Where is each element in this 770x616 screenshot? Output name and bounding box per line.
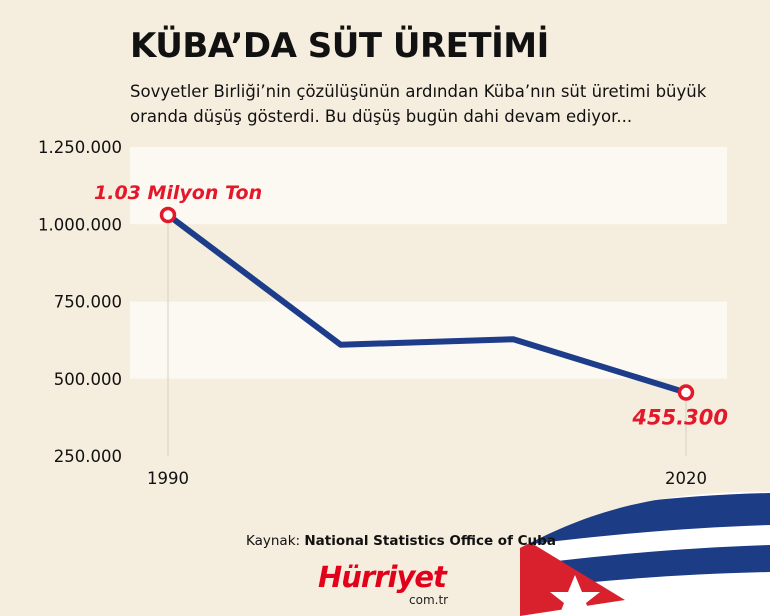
y-tick-label: 1.000.000 — [38, 215, 122, 234]
series-line — [165, 211, 689, 396]
chart-title: KÜBA’DA SÜT ÜRETİMİ — [130, 26, 549, 66]
source-name: National Statistics Office of Cuba — [304, 533, 556, 549]
grid-band — [130, 147, 727, 225]
x-tick-label: 1990 — [147, 469, 189, 488]
annotations: 1.03 Milyon Ton 455.300 — [94, 182, 728, 430]
data-label: 1.03 Milyon Ton — [94, 182, 262, 204]
background-bands — [130, 147, 727, 379]
data-series — [165, 211, 689, 396]
hurriyet-logo: Hürriyet — [318, 560, 447, 594]
y-tick-label: 500.000 — [54, 370, 122, 389]
source-note: Kaynak: National Statistics Office of Cu… — [246, 533, 556, 549]
logo-domain: com.tr — [409, 593, 449, 607]
y-tick-label: 250.000 — [54, 447, 122, 466]
y-axis-ticks: 250.000 500.000 750.000 1.000.000 1.250.000 — [38, 138, 122, 466]
source-prefix: Kaynak: — [246, 533, 301, 549]
y-tick-label: 1.250.000 — [38, 138, 122, 157]
data-label: 455.300 — [631, 406, 728, 430]
y-tick-label: 750.000 — [54, 293, 122, 312]
data-point-marker — [677, 384, 695, 401]
chart-subtitle: Sovyetler Birliği’nin çözülüşünün ardınd… — [130, 82, 707, 126]
x-axis-ticks: 1990 2020 — [147, 214, 707, 488]
x-tick-label: 2020 — [665, 469, 707, 488]
data-point-marker — [159, 206, 177, 224]
